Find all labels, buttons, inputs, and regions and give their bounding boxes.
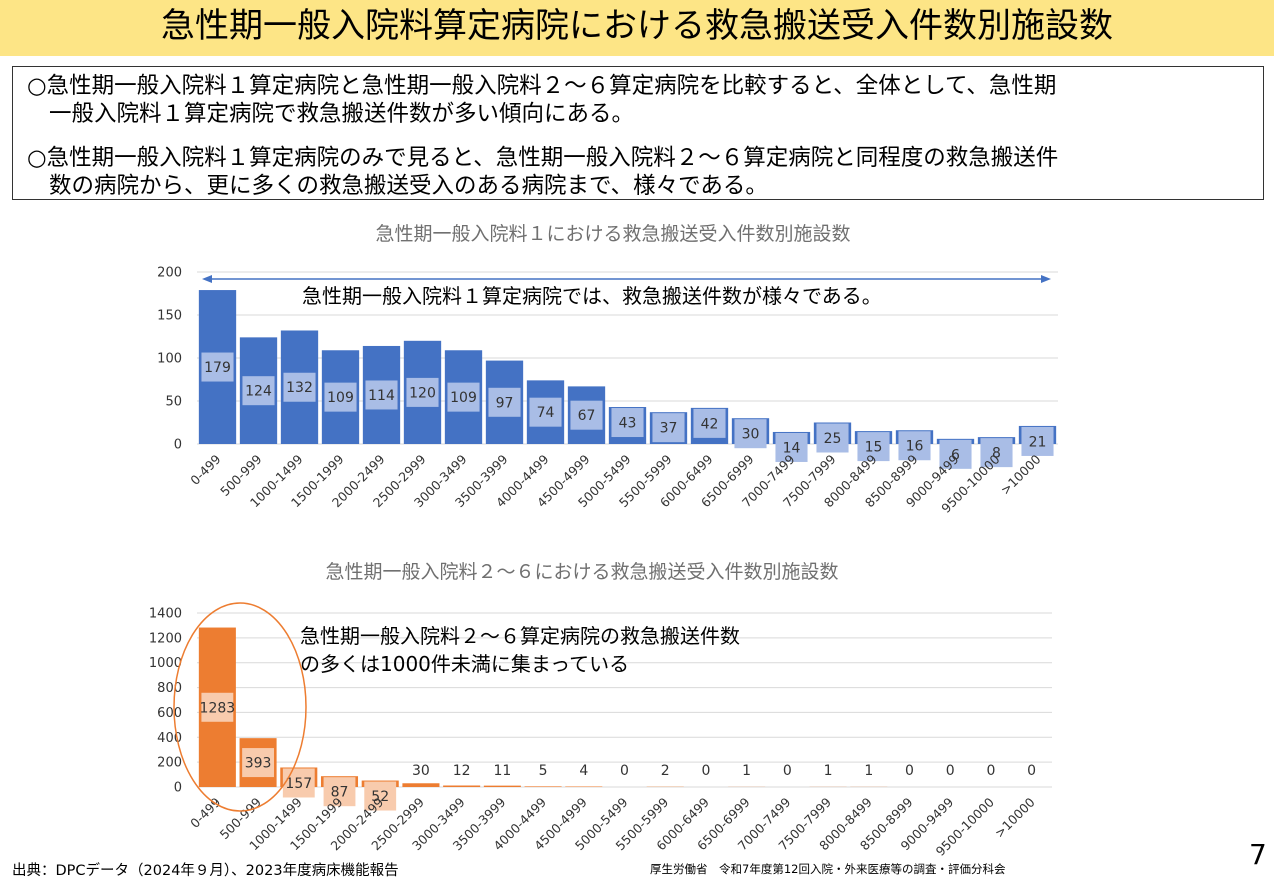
y-tick-label: 800 xyxy=(157,681,182,696)
data-label: 25 xyxy=(824,431,842,447)
data-label: 120 xyxy=(409,385,436,401)
chart-1-x-axis: 0-499500-9991000-14991500-19992000-24992… xyxy=(187,451,1043,515)
data-label: 4 xyxy=(579,763,588,779)
data-label: 114 xyxy=(368,388,395,404)
data-label: 21 xyxy=(1029,434,1047,450)
chart-1-annotation: 急性期一般入院料１算定病院では、救急搬送件数が様々である。 xyxy=(302,284,882,308)
data-label: 5 xyxy=(539,763,548,779)
y-tick-label: 200 xyxy=(157,266,182,281)
data-label: 109 xyxy=(450,390,477,406)
footer-organization: 厚生労働省 令和7年度第12回入院・外来医療等の調査・評価分科会 xyxy=(650,861,1005,877)
y-tick-label: 1000 xyxy=(149,656,182,671)
data-label: 1283 xyxy=(200,700,236,716)
data-label: 132 xyxy=(286,380,313,396)
y-tick-label: 0 xyxy=(174,438,182,453)
data-label: 0 xyxy=(946,763,955,779)
chart-1-title: 急性期一般入院料１における救急搬送受入件数別施設数 xyxy=(375,223,850,245)
data-label: 0 xyxy=(1027,763,1036,779)
chart-2: 急性期一般入院料２～６における救急搬送受入件数別施設数 020040060080… xyxy=(149,561,1052,859)
y-tick-label: 600 xyxy=(157,706,182,721)
data-label: 393 xyxy=(245,756,272,772)
y-tick-label: 1200 xyxy=(149,631,182,646)
chart-2-x-axis: 0-499500-9991000-14991500-19992000-24992… xyxy=(187,794,1038,858)
y-tick-label: 1400 xyxy=(149,607,182,622)
data-label: 0 xyxy=(986,763,995,779)
data-label: 2 xyxy=(661,763,670,779)
bar xyxy=(402,783,439,787)
source-note: 出典：DPCデータ（2024年９月）、2023年度病床機能報告 xyxy=(12,859,399,880)
data-label: 0 xyxy=(620,763,629,779)
x-tick-label: 0-499 xyxy=(187,451,223,487)
data-label: 30 xyxy=(742,427,760,443)
x-tick-label: 0-499 xyxy=(187,794,223,830)
y-tick-label: 200 xyxy=(157,756,182,771)
data-label: 157 xyxy=(285,776,312,792)
page-number: 7 xyxy=(1249,838,1267,871)
data-label: 0 xyxy=(701,763,710,779)
chart-1-y-axis: 0 50 100 150 200 xyxy=(157,266,182,453)
bar xyxy=(525,786,562,787)
y-tick-label: 50 xyxy=(165,395,182,410)
data-label: 1 xyxy=(824,763,833,779)
data-label: 179 xyxy=(204,360,231,376)
chart-2-annotation-line-1: 急性期一般入院料２～６算定病院の救急搬送件数 xyxy=(300,624,740,648)
data-label: 42 xyxy=(701,416,719,432)
y-tick-label: 150 xyxy=(157,309,182,324)
y-tick-label: 0 xyxy=(174,781,182,796)
chart-1-range-arrow xyxy=(202,275,1051,283)
data-label: 0 xyxy=(783,763,792,779)
data-label: 67 xyxy=(578,408,596,424)
data-label: 37 xyxy=(660,421,678,437)
data-label: 74 xyxy=(537,405,555,421)
data-label: 1 xyxy=(742,763,751,779)
chart-2-annotation-line-2: の多くは1000件未満に集まっている xyxy=(300,652,629,676)
data-label: 1 xyxy=(864,763,873,779)
data-label: 0 xyxy=(905,763,914,779)
chart-2-title: 急性期一般入院料２～６における救急搬送受入件数別施設数 xyxy=(325,561,838,583)
data-label: 109 xyxy=(327,390,354,406)
data-label: 11 xyxy=(493,763,511,779)
data-label: 30 xyxy=(412,763,430,779)
y-tick-label: 100 xyxy=(157,352,182,367)
data-label: 97 xyxy=(496,395,514,411)
chart-1: 急性期一般入院料１における救急搬送受入件数別施設数 0 50 100 150 200 1… xyxy=(157,223,1058,516)
data-label: 124 xyxy=(245,384,272,400)
x-tick-label: >10000 xyxy=(992,794,1038,840)
data-label: 12 xyxy=(453,763,471,779)
bar xyxy=(484,786,521,787)
bar xyxy=(443,786,480,787)
data-label: 43 xyxy=(619,416,637,432)
